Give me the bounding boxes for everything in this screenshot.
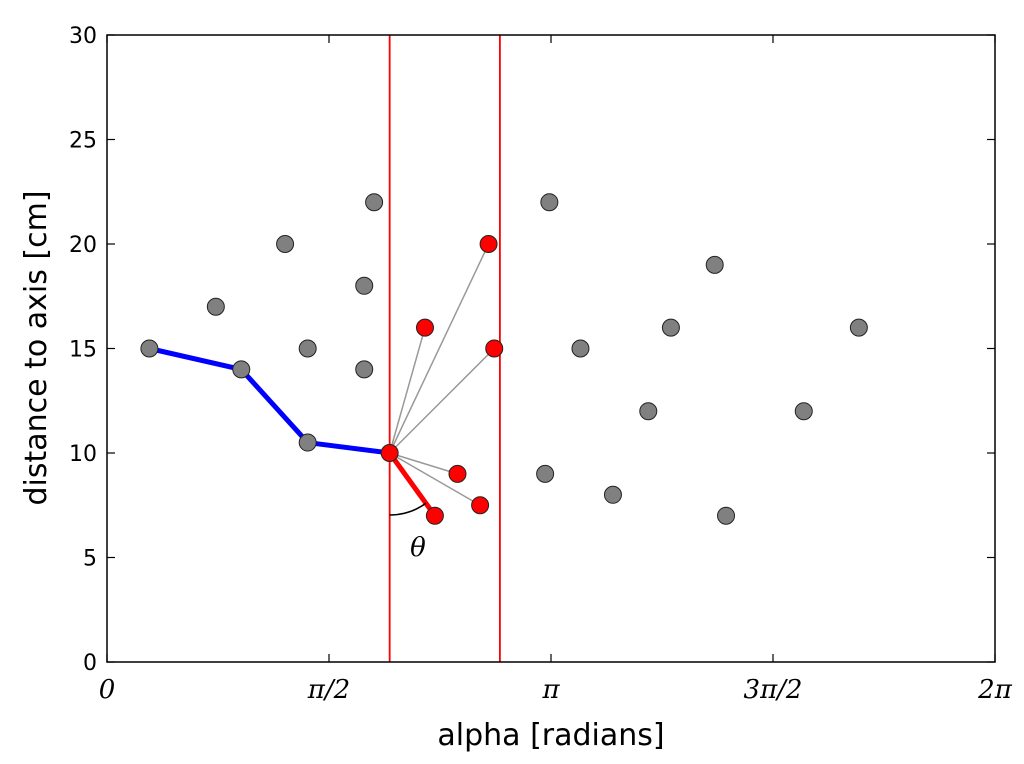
- path-point-2: [298, 433, 317, 452]
- connector-line-2: [389, 347, 495, 454]
- y-tick-label-5: 25: [69, 129, 97, 154]
- gray-point-7: [540, 193, 559, 212]
- gray-point-4: [355, 360, 374, 379]
- gray-point-2: [298, 339, 317, 358]
- x-tick-label-0: 0: [99, 675, 116, 705]
- connector-line-1: [388, 243, 490, 454]
- gray-point-15: [849, 318, 868, 337]
- gray-point-5: [365, 193, 384, 212]
- y-tick-label-6: 30: [69, 24, 97, 49]
- gray-point-0: [206, 297, 225, 316]
- path-point-0: [140, 339, 159, 358]
- gray-point-10: [639, 402, 658, 421]
- y-tick-label-1: 5: [83, 547, 97, 572]
- x-axis-label: alpha [radians]: [437, 718, 664, 753]
- red-selected-line: [387, 450, 438, 519]
- red-origin-point: [380, 444, 399, 462]
- y-axis-label: distance to axis [cm]: [19, 190, 54, 505]
- red-point-2: [485, 339, 504, 358]
- x-tick-label-4: 2π: [977, 675, 1013, 705]
- gray-point-8: [571, 339, 590, 358]
- x-tick-label-3: 3π/2: [744, 675, 803, 705]
- red-point-3: [448, 464, 467, 483]
- y-tick-label-4: 20: [69, 233, 97, 258]
- red-point-1: [479, 235, 498, 253]
- connector-line-0: [388, 327, 426, 454]
- path-point-1: [232, 360, 251, 379]
- gray-point-12: [705, 255, 724, 274]
- plot-frame: [106, 34, 996, 663]
- y-tick-label-3: 15: [69, 338, 97, 363]
- x-tick-label-1: π/2: [307, 675, 350, 705]
- gray-point-6: [536, 464, 555, 483]
- connector-line-3: [389, 452, 458, 475]
- gray-point-3: [355, 276, 374, 295]
- plot-layer: [140, 35, 868, 662]
- theta-annotation: θ: [410, 533, 426, 563]
- gray-point-9: [603, 485, 622, 504]
- red-point-4: [471, 496, 490, 515]
- red-point-0: [415, 318, 434, 337]
- axis-layer: 0 π/2 π 3π/2 2π 0 5 10 15 20 25 30: [69, 24, 1013, 705]
- y-tick-label-2: 10: [69, 442, 97, 467]
- gray-point-1: [276, 235, 295, 253]
- gray-point-14: [794, 402, 813, 421]
- gray-point-13: [717, 506, 736, 525]
- connector-line-4: [389, 452, 481, 506]
- red-point-5: [425, 506, 444, 525]
- y-tick-label-0: 0: [83, 651, 97, 676]
- gray-point-11: [661, 318, 680, 337]
- theta-arc: [389, 502, 427, 516]
- x-tick-label-2: π: [541, 675, 560, 705]
- blue-path-line: [148, 346, 390, 456]
